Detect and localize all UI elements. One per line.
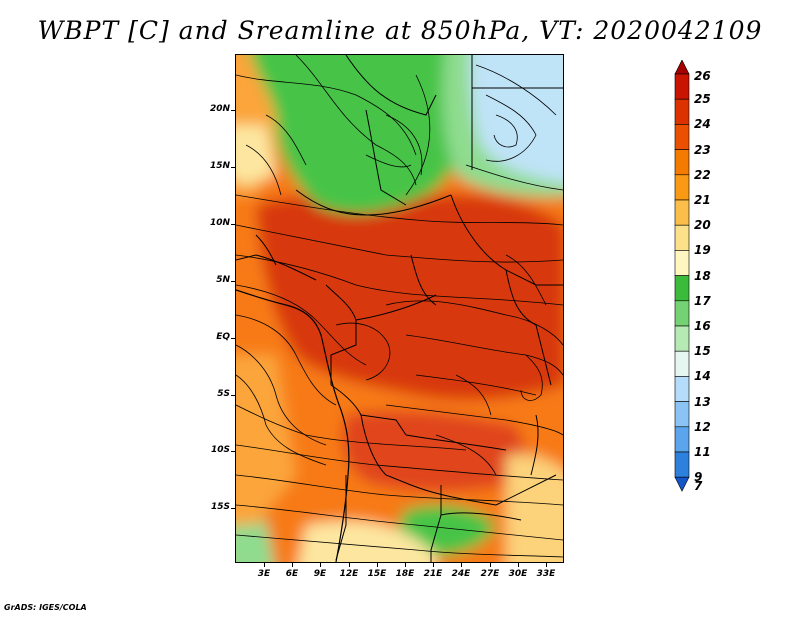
lon-label: 12E bbox=[339, 569, 359, 579]
lat-tick bbox=[231, 167, 235, 168]
lon-label: 33E bbox=[536, 569, 556, 579]
lon-tick bbox=[490, 563, 491, 567]
colorbar-segment bbox=[674, 376, 690, 402]
colorbar-label: 17 bbox=[694, 293, 711, 308]
colorbar-segment bbox=[674, 300, 690, 327]
lon-tick bbox=[405, 563, 406, 567]
colorbar-label: 19 bbox=[694, 243, 711, 258]
colorbar-label: 12 bbox=[694, 419, 711, 434]
lon-label: 6E bbox=[285, 569, 299, 579]
colorbar-label: 14 bbox=[694, 369, 711, 384]
lat-label: 5S bbox=[217, 389, 230, 399]
colorbar-segment bbox=[674, 250, 690, 276]
lat-tick bbox=[231, 110, 235, 111]
colorbar-segment bbox=[674, 401, 690, 428]
colorbar-segment bbox=[674, 199, 690, 226]
map-panel bbox=[235, 54, 564, 563]
country-borders bbox=[236, 55, 563, 562]
colorbar-label: 18 bbox=[694, 268, 711, 283]
lat-label: 15N bbox=[209, 161, 230, 171]
lon-label: 3E bbox=[257, 569, 271, 579]
colorbar-label: 21 bbox=[694, 193, 711, 207]
lon-tick bbox=[292, 563, 293, 567]
lon-tick bbox=[377, 563, 378, 567]
lat-tick bbox=[231, 451, 235, 452]
lon-tick bbox=[546, 563, 547, 567]
colorbar-label: 9 bbox=[694, 470, 703, 485]
streamlines bbox=[236, 55, 563, 558]
colorbar-top-arrow bbox=[674, 60, 690, 75]
colorbar-label: 13 bbox=[694, 394, 711, 409]
colorbar-segment bbox=[674, 174, 690, 201]
lon-tick bbox=[461, 563, 462, 567]
colorbar-segment bbox=[674, 149, 690, 176]
colorbar-segment bbox=[674, 275, 690, 302]
colorbar-segment bbox=[674, 224, 690, 251]
map-canvas bbox=[236, 55, 563, 562]
chart-title: WBPT [C] and Sreamline at 850hPa, VT: 20… bbox=[37, 16, 763, 45]
lon-label: 18E bbox=[395, 569, 415, 579]
colorbar-label: 22 bbox=[694, 167, 711, 182]
lon-label: 9E bbox=[313, 569, 327, 579]
lon-tick bbox=[518, 563, 519, 567]
colorbar-segment bbox=[674, 98, 690, 125]
lon-label: 21E bbox=[423, 569, 443, 579]
colorbar-label: 25 bbox=[694, 92, 711, 107]
colorbar-segment bbox=[674, 426, 690, 453]
credit-text: GrADS: IGES/COLA bbox=[4, 603, 87, 612]
lat-label: EQ bbox=[216, 332, 230, 342]
lat-label: 20N bbox=[209, 104, 230, 114]
colorbar-segment bbox=[674, 73, 690, 100]
colorbar bbox=[674, 60, 690, 492]
colorbar-label: 24 bbox=[694, 117, 711, 132]
colorbar-label: 15 bbox=[694, 344, 711, 359]
lat-label: 5N bbox=[216, 275, 230, 285]
colorbar-label: 26 bbox=[694, 69, 711, 83]
colorbar-segment bbox=[674, 350, 690, 377]
coastline bbox=[236, 289, 350, 562]
colorbar-bottom-arrow bbox=[674, 476, 690, 492]
lon-label: 24E bbox=[451, 569, 471, 579]
lon-label: 15E bbox=[367, 569, 387, 579]
lon-tick bbox=[320, 563, 321, 567]
lat-label: 15S bbox=[210, 502, 230, 512]
colorbar-label: 11 bbox=[694, 445, 711, 459]
lon-tick bbox=[349, 563, 350, 567]
lon-label: 27E bbox=[480, 569, 500, 579]
lat-label: 10N bbox=[209, 218, 230, 228]
lon-label: 30E bbox=[508, 569, 528, 579]
colorbar-segment bbox=[674, 451, 690, 478]
colorbar-label: 7 bbox=[694, 479, 703, 494]
lat-label: 10S bbox=[210, 445, 230, 455]
colorbar-label: 20 bbox=[694, 218, 711, 233]
colorbar-label: 16 bbox=[694, 319, 711, 333]
colorbar-segment bbox=[674, 325, 690, 352]
lat-tick bbox=[231, 508, 235, 509]
wbpt-field bbox=[236, 55, 563, 562]
colorbar-segment bbox=[674, 124, 690, 150]
lat-tick bbox=[231, 395, 235, 396]
lat-tick bbox=[231, 281, 235, 282]
lon-tick bbox=[264, 563, 265, 567]
lat-tick bbox=[231, 338, 235, 339]
colorbar-label: 23 bbox=[694, 142, 711, 157]
lat-tick bbox=[231, 224, 235, 225]
lon-tick bbox=[433, 563, 434, 567]
